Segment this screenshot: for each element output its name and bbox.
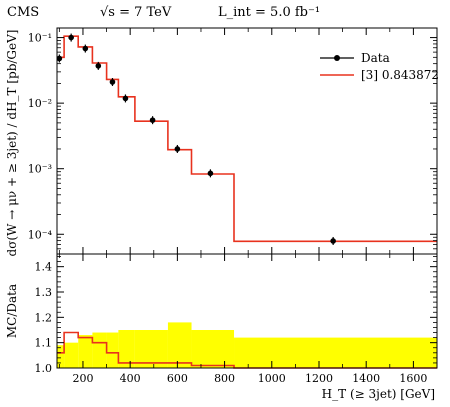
main-y-tick-label: 10⁻¹ [28, 32, 52, 45]
ratio-step-line [57, 331, 437, 369]
x-tick-label: 1600 [399, 372, 427, 385]
uncertainty-band-bin [106, 332, 119, 368]
data-point [82, 45, 89, 52]
uncertainty-band-bin [57, 345, 65, 368]
ratio-y-tick-label: 1.4 [35, 261, 53, 274]
main-plot-layer [56, 33, 437, 245]
ratio-y-tick-label: 1.3 [35, 286, 53, 299]
data-point [68, 34, 74, 41]
data-point [207, 170, 214, 177]
experiment-label: CMS [7, 5, 39, 20]
ratio-plot-layer [57, 322, 437, 369]
x-tick-label: 200 [72, 372, 93, 385]
uncertainty-band-bin [167, 322, 192, 368]
uncertainty-band-bin [134, 330, 168, 368]
data-point [330, 238, 336, 244]
data-point [109, 79, 116, 85]
main-y-tick-label: 10⁻⁴ [28, 228, 53, 241]
ratio-y-tick-label: 1.1 [35, 337, 53, 350]
data-point [174, 146, 181, 152]
legend-data-label: Data [361, 51, 390, 65]
ratio-y-tick-label: 1.2 [35, 311, 53, 324]
x-tick-label: 600 [167, 372, 188, 385]
legend-mc-label: [3] 0.843872 [361, 68, 439, 82]
data-point [122, 95, 129, 102]
legend-data-marker [334, 55, 340, 61]
main-y-axis: 10⁻¹ 10⁻² 10⁻³ 10⁻⁴ [28, 32, 437, 255]
legend: Data [3] 0.843872 [320, 51, 439, 82]
ratio-y-axis: 1.0 1.1 1.2 1.3 1.4 [35, 256, 437, 375]
ratio-y-tick-label: 1.0 [35, 362, 53, 375]
uncertainty-band-bin [234, 337, 437, 368]
uncertainty-band-bin [191, 330, 235, 368]
x-tick-label: 1000 [258, 372, 286, 385]
uncertainty-band-bin [78, 335, 93, 368]
x-axis: 200 400 600 800 1000 1200 1400 1600 [58, 28, 438, 385]
ratio-panel-frame [56, 253, 438, 369]
data-point [149, 117, 156, 123]
x-tick-label: 800 [214, 372, 235, 385]
main-y-axis-label: dσ(W → μν + ≥ 3jet) / dH_T [pb/GeV] [5, 30, 19, 257]
data-point [95, 63, 102, 69]
uncertainty-band-bin [92, 332, 107, 368]
main-y-tick-label: 10⁻² [28, 97, 52, 110]
energy-label: √s = 7 TeV [100, 5, 172, 20]
x-tick-label: 1200 [305, 372, 333, 385]
ratio-y-axis-label: MC/Data [5, 284, 19, 338]
main-y-tick-label: 10⁻³ [28, 163, 52, 176]
mc-histogram-line [57, 35, 437, 243]
uncertainty-band-bin [64, 342, 79, 368]
x-axis-label: H_T (≥ 3jet) [GeV] [322, 387, 435, 401]
luminosity-label: L_int = 5.0 fb⁻¹ [218, 5, 320, 20]
uncertainty-band-bin [118, 330, 135, 368]
x-tick-label: 400 [120, 372, 141, 385]
x-tick-label: 1400 [352, 372, 380, 385]
